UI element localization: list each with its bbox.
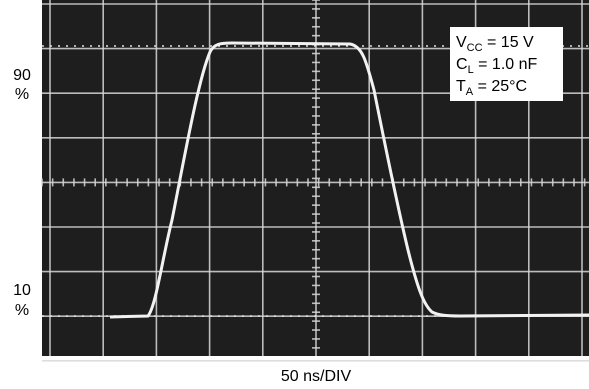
- condition-symbol: V: [456, 34, 467, 51]
- condition-symbol: T: [456, 78, 466, 95]
- condition-value: = 25°C: [473, 78, 527, 95]
- scope-screenshot: VCC = 15 VCL = 1.0 nFTA = 25°C 90 % 10 %…: [0, 0, 589, 389]
- condition-value: = 15 V: [483, 34, 534, 51]
- condition-subscript: CC: [467, 42, 483, 54]
- level-label: 10: [13, 282, 31, 299]
- level-unit: %: [15, 86, 29, 103]
- condition-value: = 1.0 nF: [474, 56, 538, 73]
- level-label: 90: [13, 67, 31, 84]
- level-unit: %: [15, 302, 29, 319]
- time-scale-label: 50 ns/DIV: [281, 368, 352, 385]
- condition-symbol: C: [456, 56, 468, 73]
